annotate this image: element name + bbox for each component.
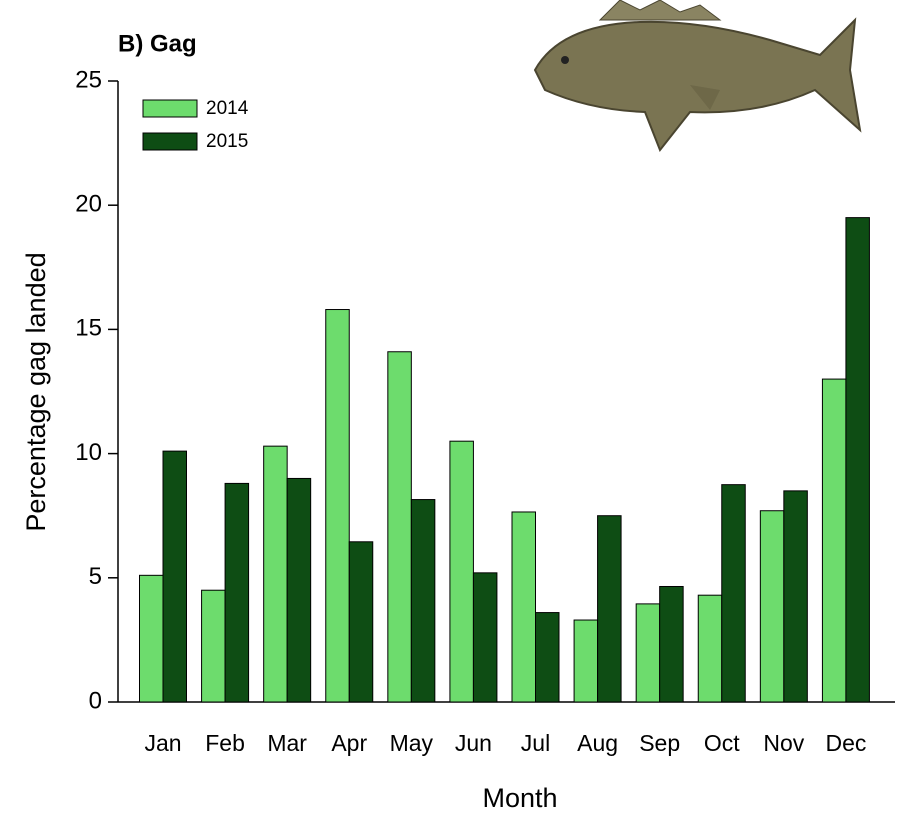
- y-tick-label: 20: [75, 191, 102, 218]
- x-tick-label: Aug: [577, 730, 618, 756]
- bar: [659, 585, 684, 703]
- bar: [387, 351, 412, 703]
- bar: [224, 482, 250, 703]
- bar: [263, 445, 288, 703]
- bar: [511, 511, 536, 703]
- bar: [410, 499, 436, 703]
- y-tick-label: 0: [89, 687, 102, 714]
- bar: [201, 589, 226, 703]
- bar: [721, 484, 746, 703]
- bar: [845, 217, 870, 703]
- bar: [697, 594, 723, 703]
- bar: [759, 510, 785, 703]
- x-tick-label: Mar: [267, 730, 307, 756]
- bar: [325, 309, 350, 703]
- legend-swatch: [142, 99, 198, 118]
- legend-label: 2015: [206, 131, 248, 152]
- bar: [535, 612, 560, 703]
- bar: [348, 541, 374, 703]
- x-tick-label: Jan: [144, 730, 181, 756]
- x-tick-label: Feb: [205, 730, 245, 756]
- x-tick-label: Dec: [825, 730, 866, 756]
- legend-label: 2014: [206, 98, 249, 119]
- bar: [162, 450, 187, 703]
- bar: [286, 477, 312, 703]
- x-tick-label: Oct: [704, 730, 740, 756]
- y-tick-label: 15: [75, 315, 102, 342]
- fish-illustration: [533, 0, 862, 152]
- bar: [597, 515, 622, 703]
- x-tick-label: Nov: [763, 730, 804, 756]
- x-tick-label: Sep: [639, 730, 680, 756]
- chart-title: B) Gag: [118, 30, 197, 57]
- y-tick-label: 10: [75, 439, 102, 466]
- bar: [472, 572, 498, 703]
- x-tick-label: Jul: [521, 730, 550, 756]
- x-tick-label: Jun: [455, 730, 492, 756]
- y-tick-label: 25: [75, 66, 102, 93]
- bar: [821, 378, 847, 703]
- y-tick-label: 5: [89, 563, 102, 590]
- x-axis-label: Month: [482, 783, 557, 813]
- bar: [139, 574, 164, 703]
- bar: [635, 603, 661, 703]
- bar: [573, 619, 599, 703]
- x-tick-label: May: [390, 730, 434, 756]
- y-axis-label: Percentage gag landed: [21, 252, 51, 531]
- bar: [783, 490, 808, 703]
- x-tick-label: Apr: [331, 730, 367, 756]
- bar: [449, 440, 474, 703]
- legend-swatch: [142, 132, 198, 151]
